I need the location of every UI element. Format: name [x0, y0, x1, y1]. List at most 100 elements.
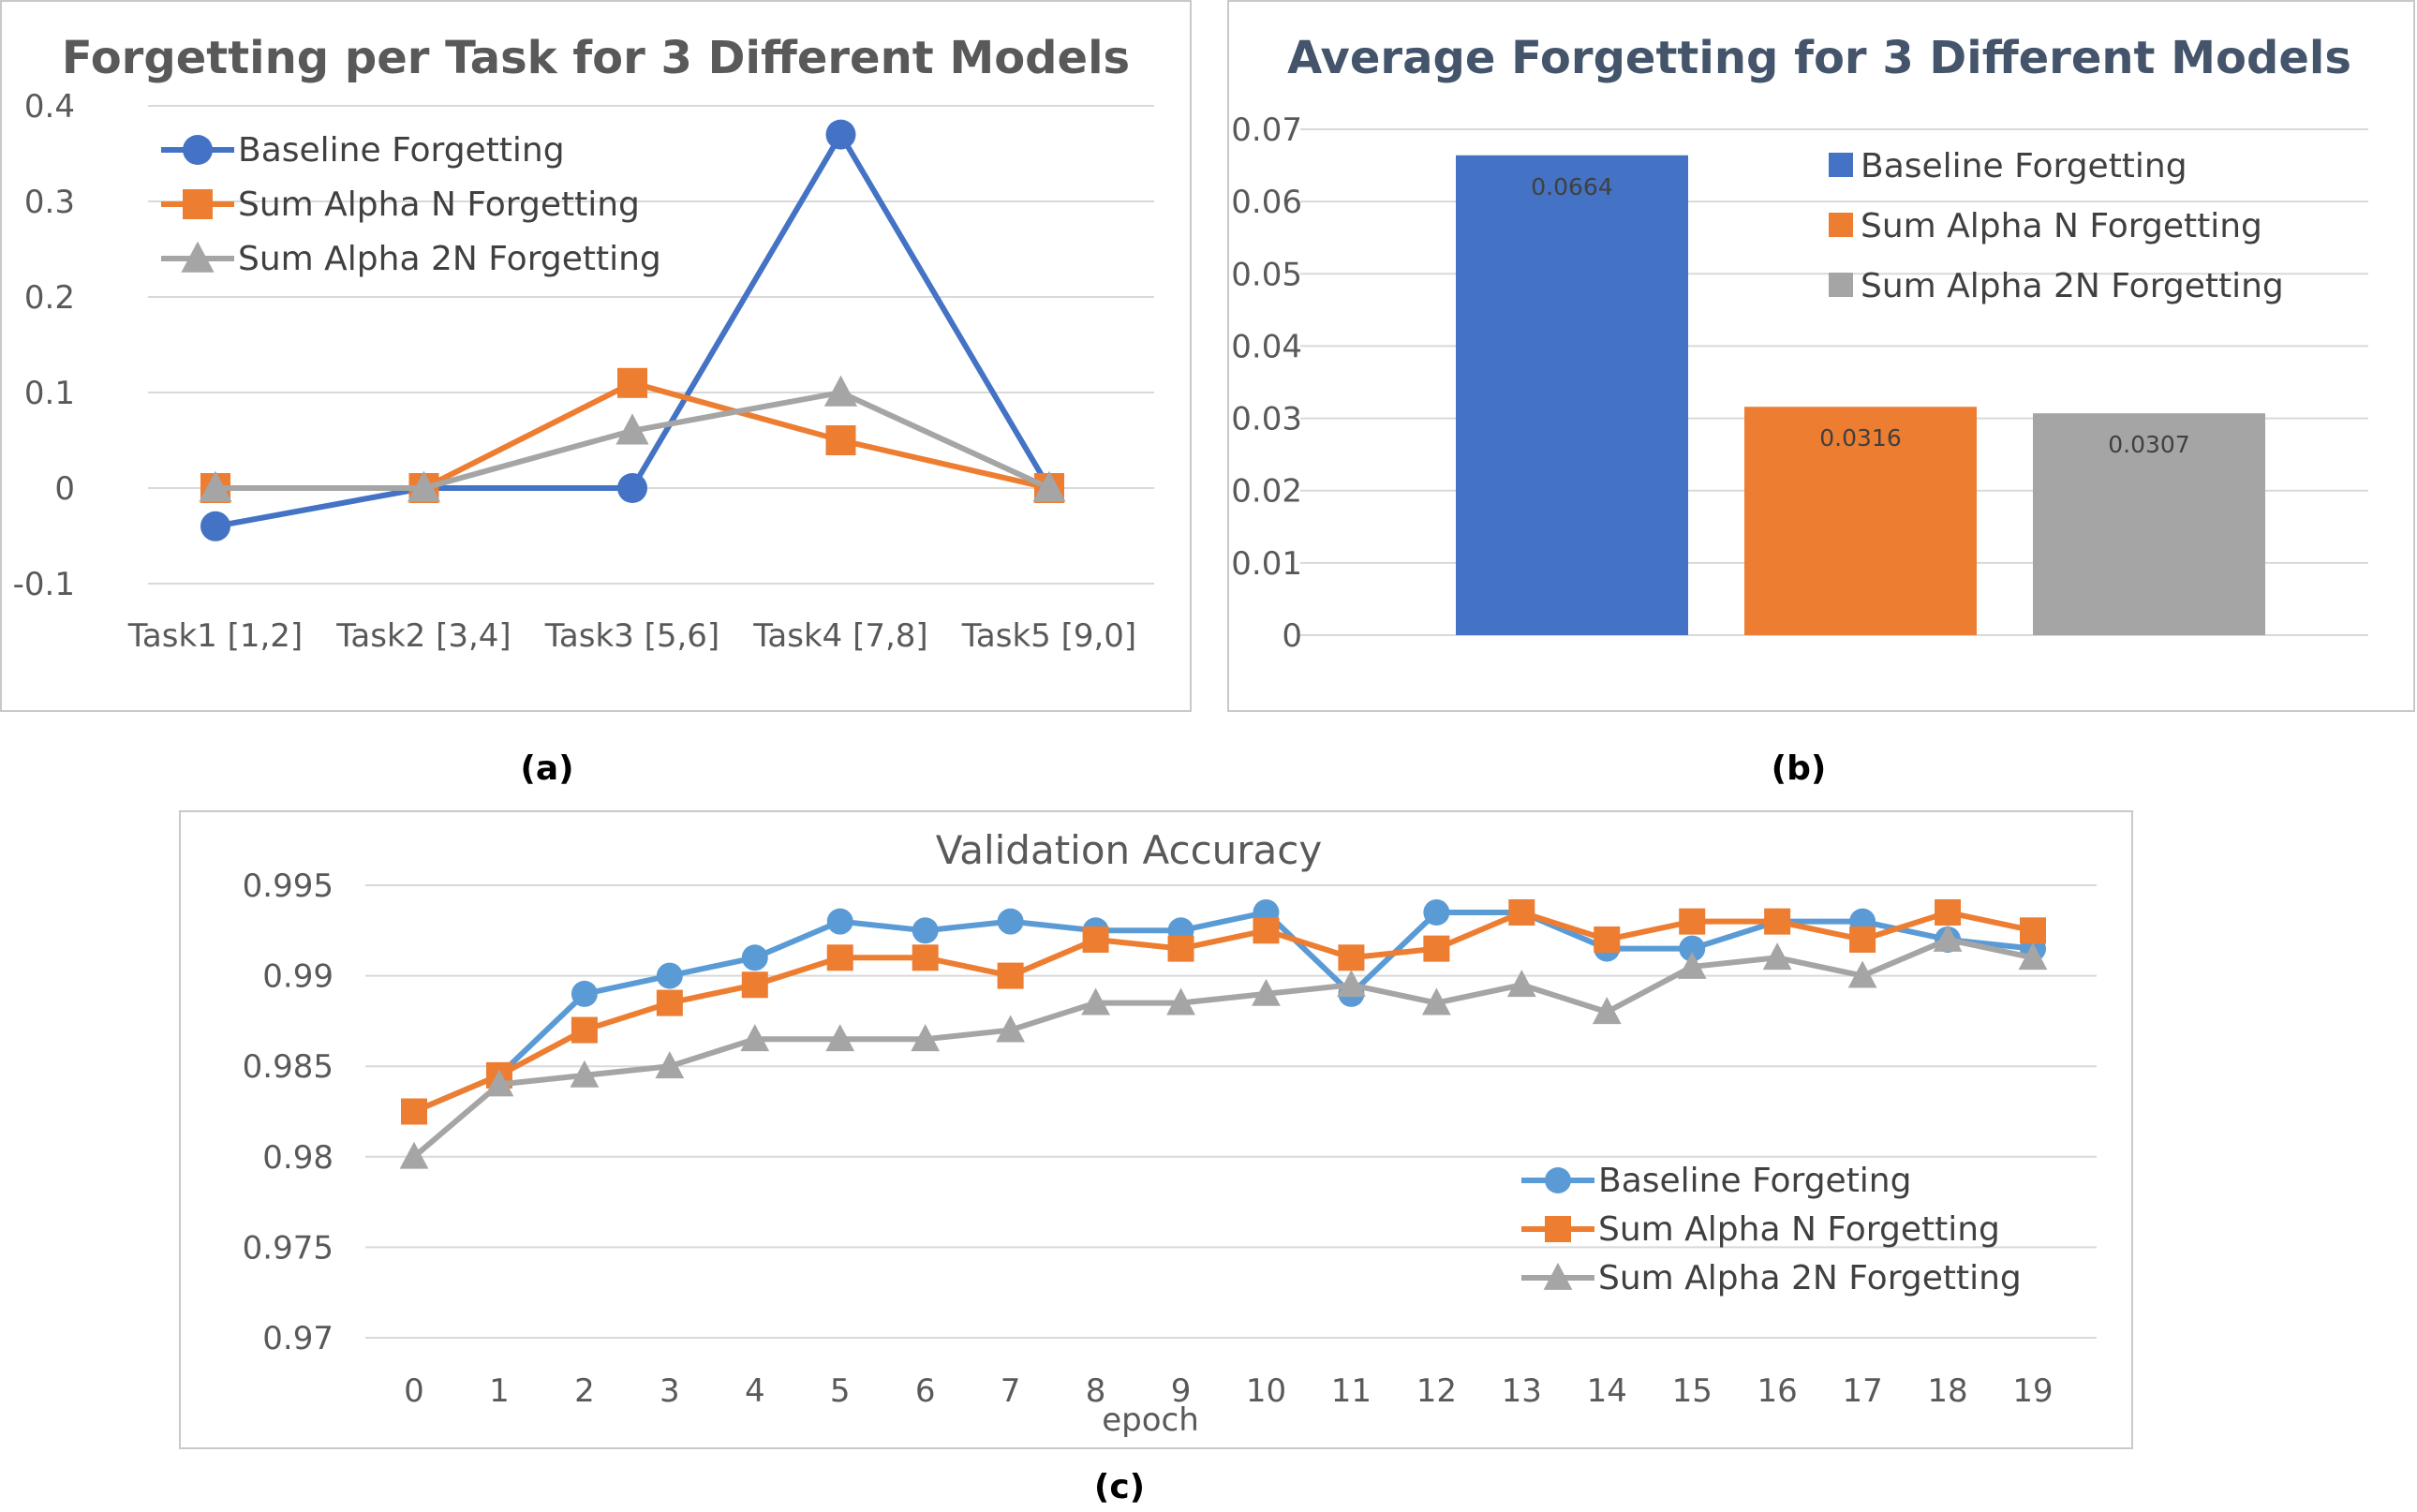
y-tick-label: 0.995 [243, 867, 334, 905]
data-point [571, 980, 598, 1007]
panel-label-b: (b) [1772, 749, 1827, 788]
bar [1456, 155, 1688, 635]
x-tick-label: 10 [1246, 1372, 1286, 1410]
data-point [617, 367, 647, 398]
bar-data-label: 0.0316 [1819, 424, 1901, 452]
data-point [1423, 935, 1450, 962]
legend-marker [1545, 1216, 1571, 1242]
y-tick-label: 0.04 [1231, 328, 1302, 365]
data-point [1762, 942, 1792, 971]
x-tick-label: 11 [1331, 1372, 1372, 1410]
data-point [1764, 908, 1791, 935]
legend-label: Sum Alpha N Forgetting [238, 185, 640, 224]
data-point [823, 375, 858, 407]
y-tick-label: 0.06 [1231, 184, 1302, 221]
bar-data-label: 0.0664 [1531, 173, 1612, 200]
data-point [912, 917, 939, 944]
series-line [412, 909, 2034, 1115]
data-point [825, 425, 856, 455]
panel-label-c: (c) [1094, 1468, 1145, 1506]
legend-label: Baseline Forgetting [238, 131, 565, 170]
x-tick-label: Task3 [5,6] [544, 617, 719, 655]
y-tick-label: 0.02 [1231, 473, 1302, 511]
y-tick-label: 0 [54, 470, 75, 508]
x-tick-label: 4 [745, 1372, 765, 1410]
y-tick-label: 0.1 [24, 375, 75, 412]
data-point [199, 470, 232, 502]
data-point [1081, 987, 1110, 1015]
x-tick-label: 7 [1001, 1372, 1021, 1410]
chart-a-y-axis: 0.4 0.3 0.2 0.1 0 -0.1 [13, 88, 75, 603]
data-point [825, 1024, 855, 1052]
x-tick-label: Task2 [3,4] [335, 617, 511, 655]
data-point [1594, 926, 1621, 953]
data-point [1679, 935, 1706, 962]
data-point [741, 944, 768, 971]
legend-label: Sum Alpha N Forgetting [1861, 207, 2262, 245]
data-point [2018, 942, 2048, 971]
data-point [1679, 908, 1706, 935]
y-tick-label: 0.98 [262, 1139, 334, 1177]
data-point [1508, 898, 1535, 926]
chart-c-x-axis: 0 1 2 3 4 5 6 7 8 9 10 11 12 13 14 15 16 17 18 19 [404, 1372, 2053, 1410]
legend-marker [181, 241, 215, 273]
data-point [997, 962, 1024, 989]
data-point [997, 908, 1024, 935]
data-point [1421, 987, 1451, 1015]
x-tick-label: 5 [830, 1372, 851, 1410]
data-point [399, 1141, 429, 1169]
data-point [1847, 960, 1877, 988]
chart-a-title: Forgetting per Task for 3 Different Mode… [62, 32, 1130, 84]
data-point [656, 989, 683, 1016]
chart-b-title: Average Forgetting for 3 Different Model… [1287, 32, 2351, 84]
bar [2033, 413, 2265, 635]
data-point [615, 413, 649, 445]
data-point [200, 511, 230, 541]
y-tick-label: 0.05 [1231, 256, 1302, 293]
data-point [825, 119, 856, 150]
data-point [996, 1015, 1026, 1043]
y-tick-label: 0.2 [24, 279, 75, 317]
legend-label: Baseline Forgetting [1861, 147, 2187, 185]
y-tick-label: 0 [1282, 617, 1302, 655]
y-tick-label: 0.975 [243, 1229, 334, 1267]
data-point [1935, 898, 1962, 926]
bar-data-label: 0.0307 [2108, 431, 2189, 458]
legend-label: Sum Alpha 2N Forgetting [1598, 1259, 2022, 1297]
legend-swatch [1829, 273, 1853, 297]
chart-a-frame [0, 0, 1192, 712]
data-point [1849, 926, 1876, 953]
x-tick-label: 17 [1842, 1372, 1882, 1410]
data-point [1506, 970, 1536, 998]
data-point [655, 1051, 685, 1079]
data-point [617, 473, 647, 503]
x-tick-label: 1 [489, 1372, 510, 1410]
panel-label-a: (a) [520, 749, 573, 788]
x-tick-label: 2 [574, 1372, 595, 1410]
data-point [401, 1098, 427, 1125]
x-tick-label: 15 [1672, 1372, 1713, 1410]
data-point [911, 1024, 941, 1052]
data-point [1252, 978, 1281, 1006]
x-tick-label: 18 [1927, 1372, 1967, 1410]
series-line [412, 936, 2034, 1160]
chart-c-legend: Baseline Forgeting Sum Alpha N Forgetting… [1521, 1162, 2022, 1297]
y-tick-label: 0.3 [24, 184, 75, 221]
y-tick-label: 0.03 [1231, 401, 1302, 438]
legend-marker [1543, 1262, 1573, 1290]
legend-label: Sum Alpha N Forgetting [1598, 1210, 2000, 1249]
data-point [826, 908, 853, 935]
data-point [1166, 987, 1195, 1015]
chart-b-y-axis: 0.07 0.06 0.05 0.04 0.03 0.02 0.01 0 [1231, 111, 1302, 655]
data-point [1337, 970, 1366, 998]
legend-marker [1545, 1167, 1571, 1193]
data-point [1677, 951, 1707, 979]
chart-c-gridlines [365, 884, 2097, 1339]
chart-a: Forgetting per Task for 3 Different Mode… [0, 0, 1192, 712]
chart-a-x-axis: Task1 [1,2] Task2 [3,4] Task3 [5,6] Task4 [… [127, 617, 1136, 655]
x-tick-label: 0 [404, 1372, 424, 1410]
data-point [826, 944, 853, 971]
x-tick-label: 13 [1502, 1372, 1542, 1410]
chart-c-title: Validation Accuracy [936, 827, 1323, 873]
